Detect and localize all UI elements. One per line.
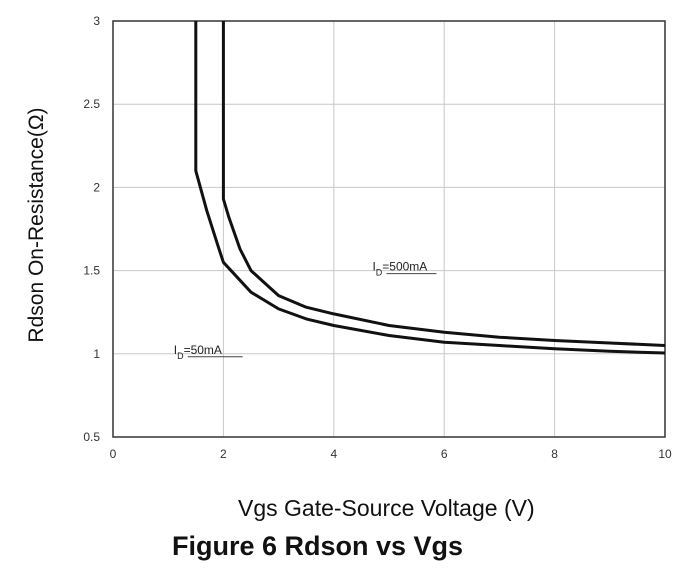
figure-caption: Figure 6 Rdson vs Vgs: [172, 531, 464, 561]
x-axis-label: Vgs Gate-Source Voltage (V): [238, 495, 535, 521]
x-tick-label: 8: [551, 447, 558, 461]
y-tick-label: 1.5: [83, 264, 100, 278]
series-label-2: ID=50mA: [174, 343, 222, 361]
x-tick-label: 0: [110, 447, 117, 461]
x-tick-label: 10: [658, 447, 672, 461]
series-labels: ID=500mA ID=50mA: [174, 260, 437, 361]
series-line-2: [194, 21, 666, 355]
y-axis-ticks: 0.5 1 1.5 2 2.5 3: [83, 14, 100, 444]
y-axis-label: Rdson On-Resistance(Ω): [25, 107, 48, 342]
series-label-1: ID=500mA: [372, 260, 427, 278]
x-tick-label: 6: [441, 447, 448, 461]
x-tick-label: 2: [220, 447, 227, 461]
y-tick-label: 2: [93, 180, 100, 194]
y-tick-label: 0.5: [83, 430, 100, 444]
y-tick-label: 2.5: [83, 97, 100, 111]
x-axis-ticks: 0 2 4 6 8 10: [110, 447, 672, 461]
series-line-1: [221, 21, 666, 347]
y-tick-label: 3: [93, 14, 100, 28]
plot-frame: [112, 20, 666, 438]
x-tick-label: 4: [330, 447, 337, 461]
series-lines: [194, 21, 666, 355]
chart-svg: 0.5 1 1.5 2 2.5 3 0 2 4 6 8 10 ID=500mA ID=50mA Rds…: [25, 14, 672, 461]
y-tick-label: 1: [93, 347, 100, 361]
